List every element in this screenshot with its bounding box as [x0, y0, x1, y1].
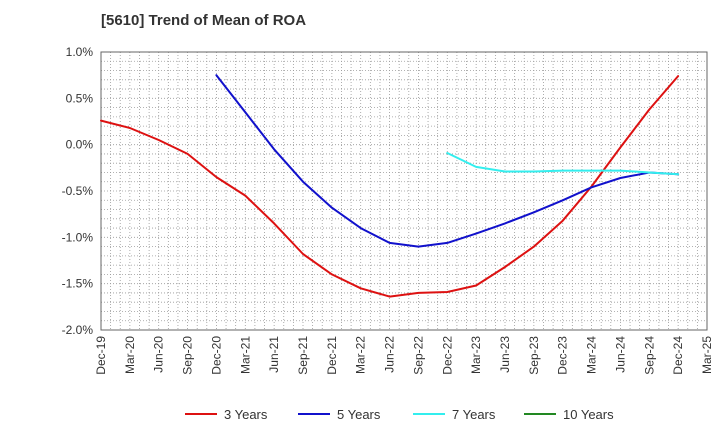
plot-area [100, 51, 708, 331]
x-axis-ticks: Dec-19 Mar-20 Jun-20 Sep-20 Dec-20 Mar-21 Jun-… [94, 336, 714, 375]
x-tick-label: Mar-23 [469, 336, 483, 374]
series-lines [100, 74, 680, 298]
x-tick-label: Jun-22 [383, 336, 397, 373]
x-tick-label: Mar-25 [700, 336, 714, 374]
x-tick-label: Jun-20 [152, 336, 166, 373]
legend-label: 5 Years [337, 407, 381, 422]
y-tick-label: 0.0% [66, 138, 94, 152]
x-tick-label: Dec-20 [209, 336, 223, 375]
y-tick-label: -1.5% [62, 277, 94, 291]
x-tick-label: Sep-22 [411, 336, 425, 375]
x-tick-label: Sep-24 [642, 336, 656, 375]
x-tick-label: Dec-19 [94, 336, 108, 375]
x-tick-label: Dec-21 [325, 336, 339, 375]
legend-label: 3 Years [224, 407, 268, 422]
x-tick-label: Jun-24 [613, 336, 627, 373]
plot-border [100, 51, 708, 331]
legend-label: 7 Years [452, 407, 496, 422]
x-tick-label: Jun-23 [498, 336, 512, 373]
legend-label: 10 Years [563, 407, 614, 422]
chart-title: [5610] Trend of Mean of ROA [101, 12, 307, 29]
y-tick-label: 0.5% [66, 91, 94, 105]
y-tick-label: -0.5% [62, 184, 94, 198]
x-tick-label: Sep-23 [527, 336, 541, 375]
x-tick-label: Mar-24 [585, 336, 599, 374]
series-line-3-years [100, 75, 680, 298]
x-tick-label: Dec-23 [556, 336, 570, 375]
series-line-5-years [215, 74, 680, 248]
x-tick-label: Dec-22 [440, 336, 454, 375]
x-tick-label: Dec-24 [671, 336, 685, 375]
x-tick-label: Jun-21 [267, 336, 281, 373]
y-tick-label: 1.0% [66, 45, 94, 59]
y-tick-label: -1.0% [62, 230, 94, 244]
grid-lines [101, 52, 707, 330]
y-tick-label: -2.0% [62, 323, 94, 337]
x-tick-label: Mar-20 [123, 336, 137, 374]
series-line-7-years [446, 152, 680, 176]
y-axis-ticks: 1.0% 0.5% 0.0% -0.5% -1.0% -1.5% -2.0% [62, 45, 94, 337]
x-tick-label: Sep-21 [296, 336, 310, 375]
legend: 3 Years 5 Years 7 Years 10 Years [185, 407, 614, 422]
x-tick-label: Sep-20 [181, 336, 195, 375]
x-tick-label: Mar-22 [354, 336, 368, 374]
x-tick-label: Mar-21 [238, 336, 252, 374]
